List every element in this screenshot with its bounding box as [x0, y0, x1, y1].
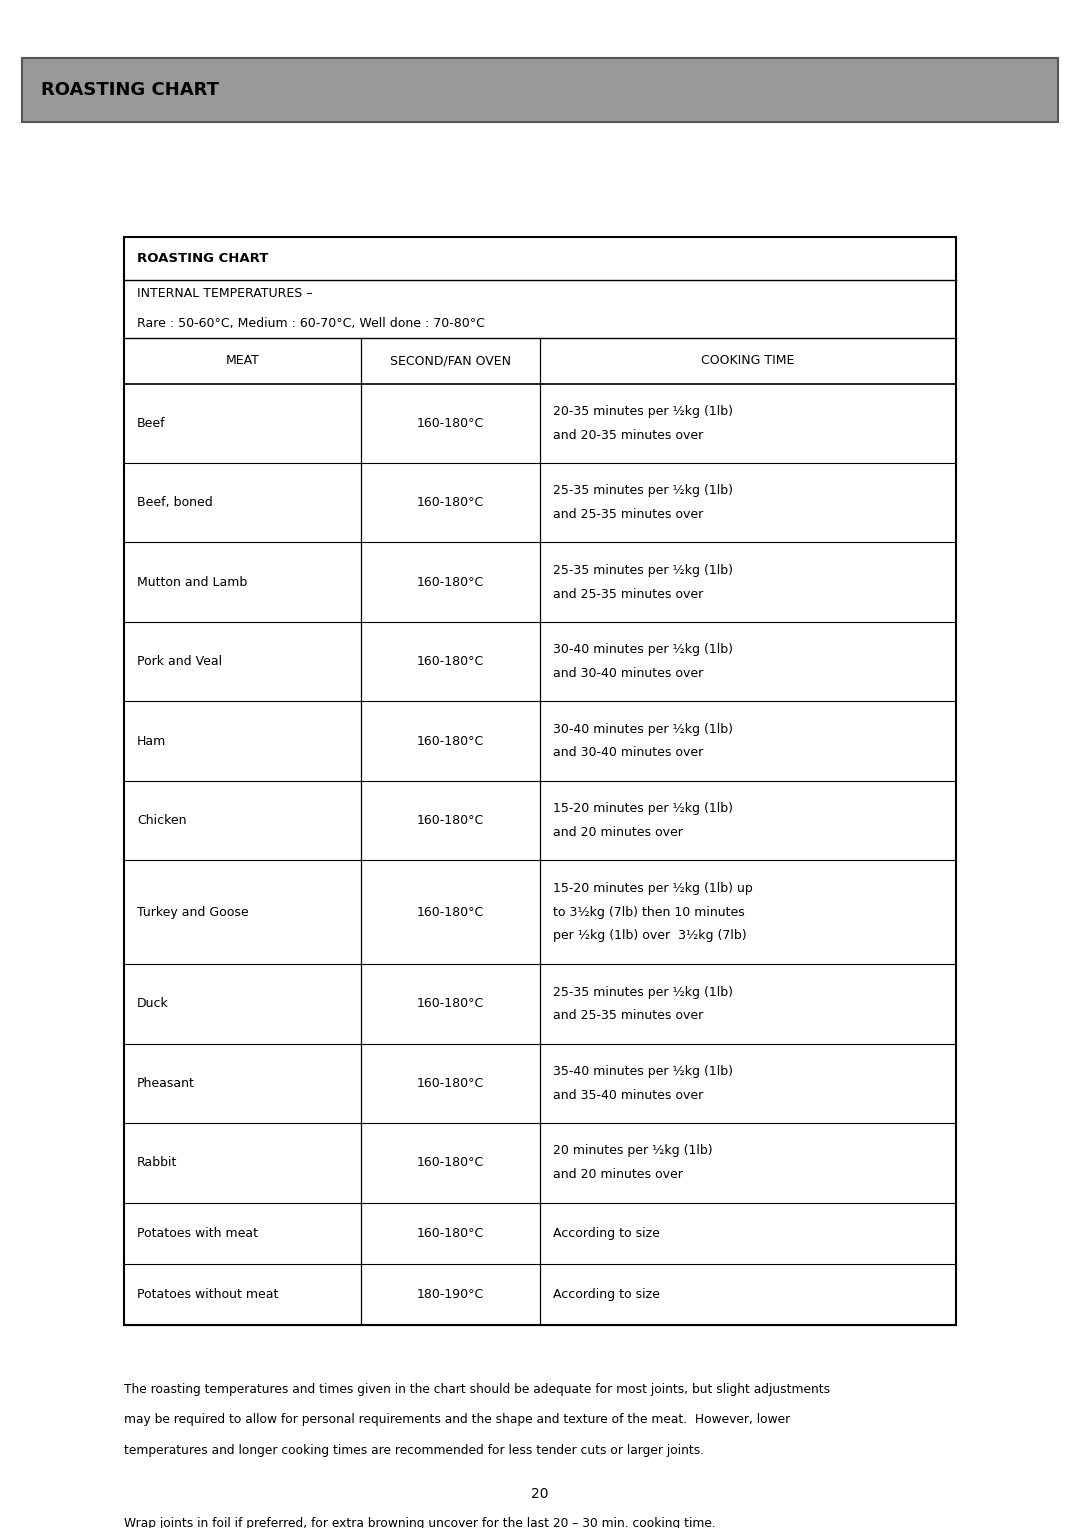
Text: Duck: Duck [137, 998, 168, 1010]
Text: 160-180°C: 160-180°C [417, 417, 484, 429]
Text: and 20 minutes over: and 20 minutes over [553, 1167, 683, 1181]
Text: and 30-40 minutes over: and 30-40 minutes over [553, 666, 703, 680]
Text: 160-180°C: 160-180°C [417, 497, 484, 509]
Text: Potatoes with meat: Potatoes with meat [137, 1227, 258, 1239]
Text: Mutton and Lamb: Mutton and Lamb [137, 576, 247, 588]
Text: ROASTING CHART: ROASTING CHART [137, 252, 269, 264]
Text: Chicken: Chicken [137, 814, 187, 827]
Text: Beef: Beef [137, 417, 166, 429]
Text: 160-180°C: 160-180°C [417, 1227, 484, 1239]
Text: 160-180°C: 160-180°C [417, 998, 484, 1010]
Text: 160-180°C: 160-180°C [417, 814, 484, 827]
Text: 15-20 minutes per ½kg (1lb) up: 15-20 minutes per ½kg (1lb) up [553, 882, 753, 895]
Text: 25-35 minutes per ½kg (1lb): 25-35 minutes per ½kg (1lb) [553, 484, 733, 498]
Text: According to size: According to size [553, 1227, 660, 1239]
Text: Wrap joints in foil if preferred, for extra browning uncover for the last 20 – 3: Wrap joints in foil if preferred, for ex… [124, 1517, 716, 1528]
Text: Beef, boned: Beef, boned [137, 497, 213, 509]
Text: 20: 20 [531, 1487, 549, 1502]
Text: 30-40 minutes per ½kg (1lb): 30-40 minutes per ½kg (1lb) [553, 723, 733, 736]
Text: and 20-35 minutes over: and 20-35 minutes over [553, 428, 703, 442]
Text: 160-180°C: 160-180°C [417, 656, 484, 668]
Text: 30-40 minutes per ½kg (1lb): 30-40 minutes per ½kg (1lb) [553, 643, 733, 657]
Text: 20-35 minutes per ½kg (1lb): 20-35 minutes per ½kg (1lb) [553, 405, 733, 419]
Text: ROASTING CHART: ROASTING CHART [41, 81, 219, 99]
Text: Ham: Ham [137, 735, 166, 747]
Text: According to size: According to size [553, 1288, 660, 1300]
Text: temperatures and longer cooking times are recommended for less tender cuts or la: temperatures and longer cooking times ar… [124, 1444, 704, 1458]
Text: COOKING TIME: COOKING TIME [701, 354, 795, 367]
Text: 160-180°C: 160-180°C [417, 576, 484, 588]
Text: Rabbit: Rabbit [137, 1157, 177, 1169]
Text: Pheasant: Pheasant [137, 1077, 195, 1089]
FancyBboxPatch shape [22, 58, 1058, 122]
Text: The roasting temperatures and times given in the chart should be adequate for mo: The roasting temperatures and times give… [124, 1383, 831, 1397]
Text: and 35-40 minutes over: and 35-40 minutes over [553, 1088, 703, 1102]
Text: and 25-35 minutes over: and 25-35 minutes over [553, 1008, 703, 1022]
Text: per ½kg (1lb) over  3½kg (7lb): per ½kg (1lb) over 3½kg (7lb) [553, 929, 746, 943]
Text: 20 minutes per ½kg (1lb): 20 minutes per ½kg (1lb) [553, 1144, 713, 1158]
Text: may be required to allow for personal requirements and the shape and texture of : may be required to allow for personal re… [124, 1413, 791, 1427]
Text: 160-180°C: 160-180°C [417, 1157, 484, 1169]
Text: and 25-35 minutes over: and 25-35 minutes over [553, 587, 703, 601]
Text: Potatoes without meat: Potatoes without meat [137, 1288, 279, 1300]
Text: Rare : 50-60°C, Medium : 60-70°C, Well done : 70-80°C: Rare : 50-60°C, Medium : 60-70°C, Well d… [137, 318, 485, 330]
Text: 35-40 minutes per ½kg (1lb): 35-40 minutes per ½kg (1lb) [553, 1065, 733, 1079]
Text: 15-20 minutes per ½kg (1lb): 15-20 minutes per ½kg (1lb) [553, 802, 733, 816]
Text: and 30-40 minutes over: and 30-40 minutes over [553, 746, 703, 759]
Text: Pork and Veal: Pork and Veal [137, 656, 222, 668]
Text: 160-180°C: 160-180°C [417, 735, 484, 747]
Text: 180-190°C: 180-190°C [417, 1288, 484, 1300]
Text: 160-180°C: 160-180°C [417, 1077, 484, 1089]
FancyBboxPatch shape [124, 237, 956, 1325]
Text: and 20 minutes over: and 20 minutes over [553, 825, 683, 839]
Text: INTERNAL TEMPERATURES –: INTERNAL TEMPERATURES – [137, 287, 313, 299]
Text: 160-180°C: 160-180°C [417, 906, 484, 918]
Text: Turkey and Goose: Turkey and Goose [137, 906, 248, 918]
Text: 25-35 minutes per ½kg (1lb): 25-35 minutes per ½kg (1lb) [553, 986, 733, 999]
Text: 25-35 minutes per ½kg (1lb): 25-35 minutes per ½kg (1lb) [553, 564, 733, 578]
Text: MEAT: MEAT [226, 354, 259, 367]
Text: SECOND/FAN OVEN: SECOND/FAN OVEN [390, 354, 511, 367]
Text: to 3½kg (7lb) then 10 minutes: to 3½kg (7lb) then 10 minutes [553, 906, 745, 918]
Text: and 25-35 minutes over: and 25-35 minutes over [553, 507, 703, 521]
